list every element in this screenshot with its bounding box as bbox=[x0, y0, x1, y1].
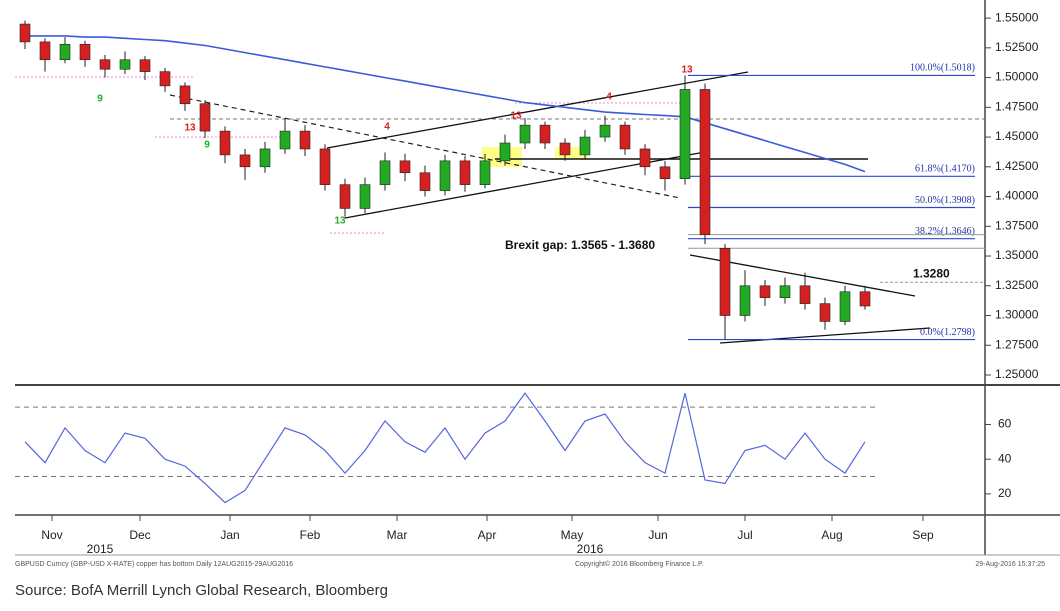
candle-body bbox=[99, 59, 111, 70]
candle-body bbox=[739, 285, 751, 316]
y-tick-label: 1.25000 bbox=[995, 367, 1039, 381]
candle-body bbox=[659, 166, 671, 180]
candle-body bbox=[499, 142, 511, 162]
source: Source: BofA Merrill Lynch Global Resear… bbox=[15, 582, 388, 599]
x-tick-label: Feb bbox=[300, 528, 321, 542]
candle-body bbox=[479, 160, 491, 185]
marker: 13 bbox=[510, 111, 522, 122]
y-tick-label: 1.42500 bbox=[995, 159, 1039, 173]
candle-body bbox=[279, 130, 291, 150]
marker: 9 bbox=[97, 94, 103, 105]
candle-body bbox=[159, 71, 171, 87]
y-tick-label: 1.45000 bbox=[995, 129, 1039, 143]
marker: 9 bbox=[204, 140, 210, 151]
candle-body bbox=[39, 41, 51, 61]
candle-body bbox=[719, 247, 731, 316]
y-tick-label: 1.32500 bbox=[995, 278, 1039, 292]
x-tick-label: Jul bbox=[737, 528, 752, 542]
fib-label: 38.2%(1.3646) bbox=[915, 226, 975, 237]
candle-body bbox=[839, 291, 851, 322]
candle-body bbox=[239, 154, 251, 168]
candle-body bbox=[319, 148, 331, 185]
marker: 13 bbox=[184, 123, 196, 134]
fib-label: 100.0%(1.5018) bbox=[910, 63, 975, 74]
candle-body bbox=[699, 89, 711, 235]
candle-body bbox=[439, 160, 451, 191]
fib-label: 50.0%(1.3908) bbox=[915, 195, 975, 206]
rsi-line bbox=[24, 392, 866, 504]
markers: 9 13 9 13 4 13 4 13 bbox=[97, 65, 693, 227]
x-tick-label: Jun bbox=[648, 528, 667, 542]
x-tick-label: Apr bbox=[478, 528, 497, 542]
candle-body bbox=[639, 148, 651, 168]
fib-label: 0.0%(1.2798) bbox=[920, 327, 975, 338]
y-tick-label: 1.30000 bbox=[995, 308, 1039, 322]
candle-body bbox=[399, 160, 411, 174]
footer-right: 29-Aug-2016 15:37:25 bbox=[975, 561, 1045, 568]
candle-body bbox=[679, 89, 691, 180]
year-label: 2015 bbox=[87, 542, 114, 556]
moving-average bbox=[25, 35, 866, 173]
candle-body bbox=[339, 184, 351, 209]
candle-body bbox=[859, 291, 871, 307]
y-tick-label: 1.35000 bbox=[995, 248, 1039, 262]
y-tick-label: 1.27500 bbox=[995, 337, 1039, 351]
x-tick-label: Mar bbox=[387, 528, 408, 542]
y-tick-label: 40 bbox=[998, 451, 1012, 465]
y-tick-label: 1.52500 bbox=[995, 40, 1039, 54]
y-tick-label: 1.37500 bbox=[995, 218, 1039, 232]
candle-body bbox=[179, 85, 191, 105]
candle-body bbox=[359, 184, 371, 209]
candle-body bbox=[519, 124, 531, 144]
marker: 13 bbox=[681, 65, 693, 76]
y-tick-label: 1.50000 bbox=[995, 70, 1039, 84]
candle-body bbox=[79, 43, 91, 61]
x-tick-label: Aug bbox=[821, 528, 842, 542]
candle-body bbox=[759, 285, 771, 298]
footer-left: GBPUSD Curncy (GBP-USD X-RATE) copper ha… bbox=[15, 561, 293, 568]
candle-body bbox=[259, 148, 271, 168]
candle-body bbox=[779, 285, 791, 298]
candle-body bbox=[219, 130, 231, 156]
footer-center: Copyright© 2016 Bloomberg Finance L.P. bbox=[575, 560, 704, 568]
candle-body bbox=[199, 103, 211, 132]
frame bbox=[15, 0, 1060, 556]
x-tick-label: Jan bbox=[220, 528, 239, 542]
candle-body bbox=[19, 23, 31, 43]
candle-body bbox=[819, 303, 831, 322]
candle-body bbox=[799, 285, 811, 304]
candle-body bbox=[119, 59, 131, 70]
fib-label: 61.8%(1.4170) bbox=[915, 164, 975, 175]
candle-body bbox=[419, 172, 431, 191]
x-tick-label: May bbox=[561, 528, 584, 542]
y-tick-label: 1.55000 bbox=[995, 10, 1039, 24]
marker: 4 bbox=[606, 92, 612, 103]
x-tick-label: Nov bbox=[41, 528, 62, 542]
x-tick-label: Sep bbox=[912, 528, 934, 542]
candle-body bbox=[619, 124, 631, 150]
y-tick-label: 20 bbox=[998, 486, 1012, 500]
candle-body bbox=[139, 59, 151, 72]
marker: 13 bbox=[334, 216, 346, 227]
marker: 4 bbox=[384, 122, 390, 133]
y-tick-label: 1.40000 bbox=[995, 189, 1039, 203]
y-tick-label: 60 bbox=[998, 417, 1012, 431]
candle-body bbox=[459, 160, 471, 185]
candle-body bbox=[579, 136, 591, 156]
year-label: 2016 bbox=[577, 542, 604, 556]
gap-label: Brexit gap: 1.3565 - 1.3680 bbox=[505, 238, 655, 252]
candle-body bbox=[379, 160, 391, 185]
y-tick-label: 1.47500 bbox=[995, 99, 1039, 113]
candle-body bbox=[299, 130, 311, 150]
candle-body bbox=[539, 124, 551, 144]
x-tick-label: Dec bbox=[129, 528, 150, 542]
candle-body bbox=[599, 124, 611, 138]
resistance-label: 1.3280 bbox=[913, 266, 950, 280]
candle-body bbox=[559, 142, 571, 156]
candle-body bbox=[59, 43, 71, 61]
